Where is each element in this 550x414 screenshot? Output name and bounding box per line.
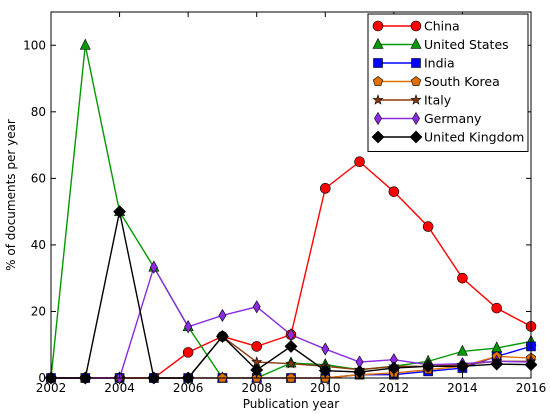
x-tick-label: 2004	[104, 381, 135, 395]
data-point-china-2012	[388, 186, 400, 197]
legend-marker	[410, 37, 422, 49]
y-tick-label: 60	[31, 171, 46, 185]
legend-marker	[373, 58, 383, 68]
legend-entry-india: India	[373, 56, 455, 71]
data-point-united-kingdom-2014	[456, 359, 469, 373]
y-axis: 0 20 40 60 80 100	[23, 38, 531, 385]
legend-marker	[372, 94, 384, 105]
data-point-china-2008	[251, 341, 263, 352]
y-tick-label: 20	[31, 304, 46, 318]
legend-marker	[410, 94, 422, 105]
legend-marker	[412, 111, 420, 126]
data-point-united-states-2014	[456, 344, 468, 356]
data-point-germany-2010	[321, 342, 330, 356]
data-point-united-states-2003	[79, 38, 91, 50]
data-point-germany-2006	[184, 320, 193, 334]
y-tick-label: 80	[31, 105, 46, 119]
x-tick-label: 2002	[36, 381, 67, 395]
x-tick-label: 2016	[516, 381, 547, 395]
legend-label: Italy	[424, 93, 452, 108]
data-point-china-2006	[182, 347, 194, 358]
legend-marker	[409, 130, 423, 144]
legend-label: China	[424, 19, 460, 34]
data-point-china-2013	[422, 221, 434, 232]
legend-marker	[372, 37, 384, 49]
data-point-china-2014	[457, 272, 468, 284]
x-axis: 2002 2004 2006 2008 2010 2012 2014 2016	[36, 12, 547, 395]
y-tick-label: 40	[31, 238, 46, 252]
legend-marker	[372, 20, 384, 32]
legend-marker	[410, 20, 422, 32]
y-tick-label: 100	[23, 38, 46, 52]
x-axis-label: Publication year	[243, 397, 340, 411]
legend-entry-united-kingdom: United Kingdom	[371, 130, 524, 145]
legend-entry-united-states: United States	[372, 37, 509, 52]
data-point-united-kingdom-2007	[216, 329, 229, 343]
legend-entry-germany: Germany	[374, 111, 482, 126]
x-tick-label: 2012	[379, 381, 410, 395]
x-tick-label: 2010	[310, 381, 341, 395]
x-tick-label: 2006	[173, 381, 204, 395]
data-point-united-kingdom-2009	[284, 339, 298, 353]
legend-label: India	[424, 56, 455, 71]
legend-marker	[410, 76, 422, 86]
data-point-china-2011	[354, 156, 365, 168]
legend: China United States India South Korea Italy G…	[367, 13, 529, 152]
legend-entry-china: China	[372, 19, 460, 34]
data-point-germany-2005	[149, 260, 158, 274]
legend-entry-italy: Italy	[372, 93, 452, 108]
data-point-china-2015	[491, 302, 503, 314]
legend-marker	[371, 130, 385, 144]
legend-label: United States	[424, 37, 509, 52]
data-point-germany-2008	[252, 300, 261, 314]
y-tick-label: 0	[38, 371, 46, 385]
data-point-united-kingdom-2004	[113, 205, 126, 219]
legend-marker	[374, 111, 382, 126]
data-point-china-2010	[319, 183, 331, 194]
data-point-germany-2007	[218, 308, 227, 323]
legend-label: United Kingdom	[424, 130, 524, 145]
plot-frame	[50, 11, 532, 379]
legend-label: South Korea	[424, 74, 500, 89]
legend-entry-south-korea: South Korea	[372, 74, 500, 89]
x-tick-label: 2014	[447, 381, 478, 395]
legend-box	[367, 13, 529, 152]
data-point-united-kingdom-2013	[421, 359, 435, 373]
data-point-italy-2009	[285, 357, 297, 369]
legend-marker	[411, 58, 421, 68]
y-axis-label: % of documents per year	[4, 119, 18, 271]
legend-label: Germany	[424, 111, 482, 126]
x-tick-label: 2008	[241, 381, 272, 395]
legend-marker	[372, 76, 384, 86]
data-point-united-kingdom-2015	[490, 357, 504, 371]
